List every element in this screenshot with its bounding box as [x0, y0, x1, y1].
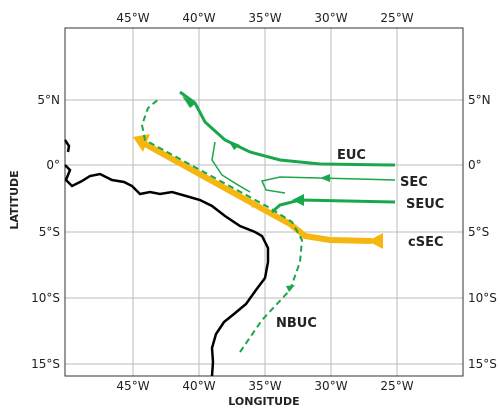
x-axis-title: LONGITUDE	[228, 395, 299, 408]
y-tick-label: 0°	[46, 158, 60, 172]
retroflection	[211, 141, 251, 193]
y-tick-label: 5°N	[37, 93, 60, 107]
y-tick-label: 15°S	[468, 357, 497, 371]
sec-current	[260, 176, 396, 194]
csec-arrowhead	[368, 233, 383, 249]
nbuc-arrowhead	[286, 285, 295, 292]
x-tick-label: 40°W	[182, 11, 215, 25]
x-tick-label: 35°W	[248, 11, 281, 25]
x-tick-label: 25°W	[380, 11, 413, 25]
map-frame	[64, 27, 464, 377]
y-axis-title: LATITUDE	[8, 170, 21, 229]
y-tick-label: 0°	[468, 158, 482, 172]
csec-current	[143, 141, 373, 244]
current-label: SEUC	[406, 197, 444, 212]
coastline	[63, 139, 270, 377]
y-tick-label: 5°N	[468, 93, 491, 107]
current-label: cSEC	[408, 235, 444, 250]
x-tick-label: 35°W	[248, 379, 281, 393]
x-tick-label: 45°W	[116, 379, 149, 393]
csec-arrowhead	[248, 198, 258, 208]
nbuc-current	[140, 97, 304, 353]
seuc-current	[271, 198, 396, 214]
x-tick-label: 30°W	[314, 379, 347, 393]
x-tick-label: 30°W	[314, 11, 347, 25]
x-tick-label: 45°W	[116, 11, 149, 25]
y-tick-label: 5°S	[39, 225, 60, 239]
euc-arrowhead	[228, 140, 240, 150]
y-tick-label: 15°S	[31, 357, 60, 371]
x-tick-label: 40°W	[182, 379, 215, 393]
seuc-arrowhead	[292, 194, 304, 206]
current-label: SEC	[400, 175, 428, 190]
graticule	[65, 28, 463, 376]
csec-arrowhead	[133, 134, 150, 152]
x-tick-label: 25°W	[380, 379, 413, 393]
y-tick-label: 10°S	[31, 291, 60, 305]
y-tick-label: 10°S	[468, 291, 497, 305]
current-label: NBUC	[276, 316, 317, 331]
euc-arrowhead	[182, 96, 195, 108]
current-label: EUC	[337, 148, 366, 163]
y-tick-label: 5°S	[468, 225, 489, 239]
sec-arrowhead	[320, 174, 330, 182]
